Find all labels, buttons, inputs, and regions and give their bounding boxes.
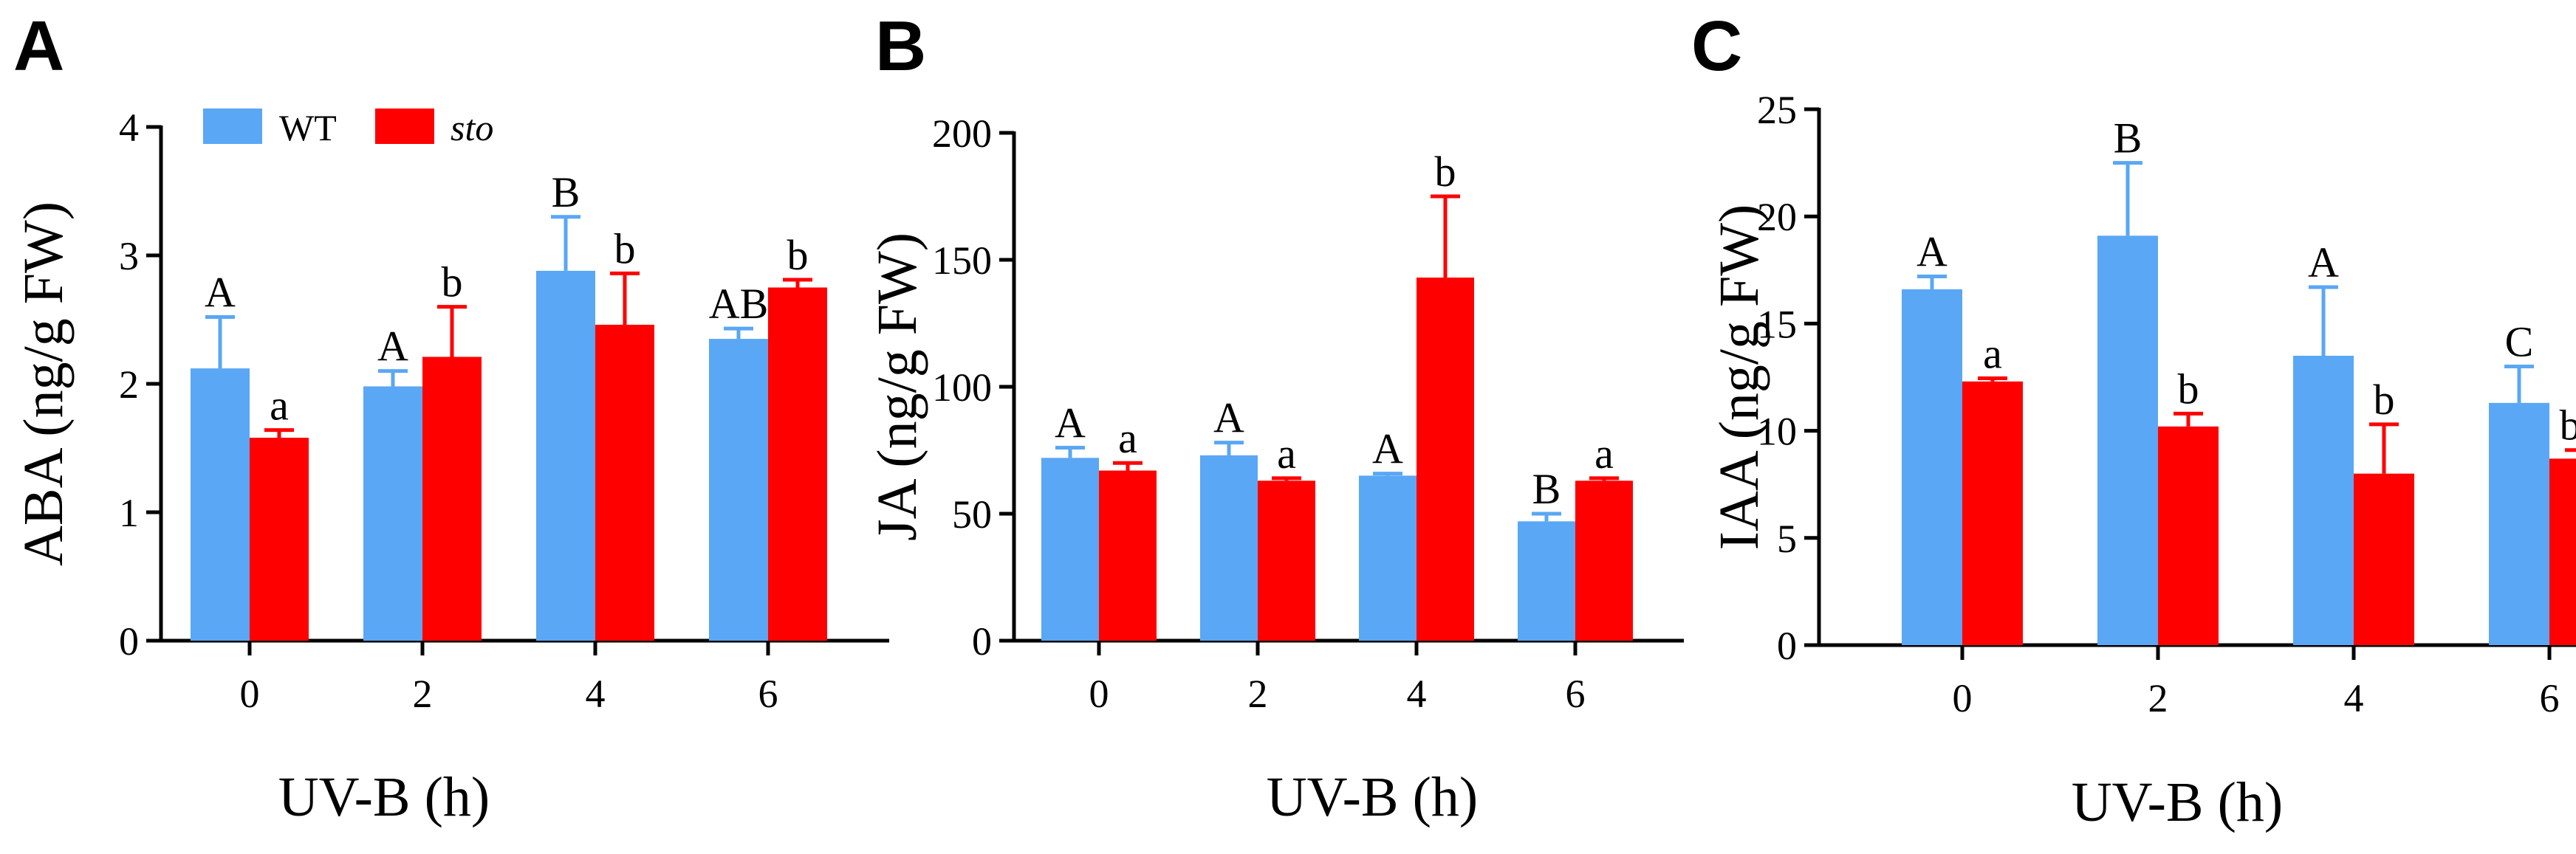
bar-wt-c: [1902, 289, 1962, 645]
bar-sto-c: [2354, 473, 2414, 645]
x-tick-label-a: 0: [240, 672, 260, 716]
y-tick-label-c: 0: [1777, 624, 1797, 668]
sig-letter-sto-c: a: [1983, 329, 2002, 377]
sig-letter-wt-b: A: [1213, 394, 1244, 442]
x-tick-label-c: 6: [2540, 676, 2560, 720]
legend: WT sto: [203, 107, 493, 148]
y-axis-title-c: IAA (ng/g FW): [1708, 204, 1770, 551]
y-tick-label-c: 20: [1757, 195, 1797, 239]
x-axis-title-a: UV-B (h): [278, 766, 490, 828]
x-tick-label-b: 4: [1407, 672, 1427, 716]
sig-letter-wt-a: A: [377, 323, 408, 371]
legend-label-wt: WT: [279, 107, 337, 148]
bar-wt-c: [2293, 355, 2354, 645]
panel-letter-b: B: [875, 7, 926, 86]
sig-letter-wt-a: AB: [709, 280, 769, 328]
bar-wt-a: [709, 339, 768, 641]
bar-sto-b: [1417, 278, 1474, 641]
y-tick-label-a: 1: [119, 491, 139, 535]
x-tick-label-b: 2: [1248, 672, 1268, 716]
sig-letter-wt-b: A: [1372, 425, 1403, 473]
sig-letter-sto-c: bc: [2560, 402, 2576, 450]
bar-wt-a: [363, 386, 422, 641]
x-tick-label-a: 2: [413, 672, 433, 716]
bar-sto-a: [422, 357, 482, 641]
y-tick-label-b: 150: [932, 238, 992, 283]
x-axis-title-c: UV-B (h): [2072, 771, 2283, 833]
sig-letter-sto-b: a: [1277, 430, 1296, 478]
bar-wt-a: [536, 270, 595, 641]
y-tick-label-b: 50: [952, 492, 992, 537]
y-tick-label-b: 100: [932, 365, 992, 410]
bar-wt-a: [191, 368, 250, 641]
sig-letter-sto-c: b: [2178, 365, 2199, 413]
bar-wt-b: [1518, 521, 1575, 641]
y-tick-label-b: 200: [932, 111, 992, 156]
y-tick-label-a: 4: [119, 106, 139, 150]
x-tick-label-b: 6: [1566, 672, 1586, 716]
panel-c-iaa-chart: 0 5 10 15 20 25 0 Aa 2 Bb 4 Ab 6 Cbc UV-B (h) IAA (ng/g…: [1708, 88, 2576, 833]
panel-b-ja-chart: 0 50 100 150 200 0 A a 2 Aa 4 Ab 6 Ba UV-B (h) JA (ng/g…: [866, 111, 1684, 828]
y-tick-label-c: 10: [1757, 410, 1797, 454]
y-axis-title-a: ABA (ng/g FW): [13, 202, 75, 566]
panel-letter-a: A: [13, 7, 64, 86]
bar-wt-b: [1041, 458, 1099, 641]
sig-letter-wt-a: B: [552, 168, 580, 216]
bar-sto-c: [1962, 381, 2023, 645]
x-tick-label-c: 4: [2344, 676, 2364, 720]
y-tick-label-c: 25: [1757, 88, 1797, 132]
panel-letter-c: C: [1691, 7, 1742, 86]
sig-letter-wt-b: A: [1055, 399, 1086, 447]
bar-wt-c: [2489, 402, 2549, 645]
legend-label-sto: sto: [451, 107, 493, 148]
bar-sto-b: [1099, 470, 1157, 641]
bar-sto-c: [2549, 458, 2576, 645]
bar-wt-b: [1200, 455, 1258, 641]
x-tick-label-a: 4: [586, 672, 606, 716]
bar-sto-a: [250, 438, 309, 641]
bar-sto-a: [768, 287, 827, 641]
sig-letter-wt-c: B: [2114, 114, 2142, 162]
sig-letter-sto-b: a: [1118, 414, 1137, 462]
sig-letter-wt-c: A: [2308, 238, 2339, 286]
sig-letter-sto-c: b: [2374, 376, 2395, 424]
bar-wt-c: [2097, 235, 2158, 645]
sig-letter-wt-a: A: [205, 269, 236, 317]
legend-swatch-sto: [375, 109, 434, 144]
y-tick-label-a: 0: [119, 619, 139, 664]
bar-sto-b: [1258, 481, 1315, 641]
x-tick-label-b: 0: [1089, 672, 1109, 716]
x-tick-label-c: 2: [2148, 676, 2168, 720]
bar-sto-b: [1575, 481, 1633, 641]
sig-letter-wt-c: A: [1916, 228, 1948, 276]
y-axis-title-b: JA (ng/g FW): [866, 233, 928, 541]
sig-letter-wt-c: C: [2505, 317, 2534, 365]
legend-swatch-wt: [203, 109, 262, 144]
sig-letter-sto-a: a: [270, 382, 289, 430]
bar-sto-a: [595, 324, 654, 641]
sig-letter-sto-a: b: [614, 224, 636, 272]
sig-letter-sto-a: b: [442, 258, 463, 306]
bar-sto-c: [2158, 426, 2219, 645]
x-axis-title-b: UV-B (h): [1267, 766, 1478, 828]
sig-letter-sto-a: b: [787, 231, 809, 279]
x-tick-label-c: 0: [1953, 676, 1973, 720]
sig-letter-wt-b: B: [1532, 465, 1561, 513]
y-tick-label-a: 2: [119, 362, 139, 407]
panel-a-aba-chart: 0 1 2 3 4 0 Aa 2 Ab 4 Bb 6 AB b UV-B (h) ABA (ng/g FW): [13, 106, 889, 828]
y-tick-label-c: 15: [1757, 302, 1797, 346]
y-tick-label-b: 0: [972, 619, 992, 664]
sig-letter-sto-b: a: [1594, 430, 1614, 478]
sig-letter-sto-b: b: [1435, 148, 1456, 196]
y-tick-label-c: 5: [1777, 517, 1797, 561]
y-tick-label-a: 3: [119, 234, 139, 278]
x-tick-label-a: 6: [758, 672, 778, 716]
bar-wt-b: [1359, 475, 1417, 641]
